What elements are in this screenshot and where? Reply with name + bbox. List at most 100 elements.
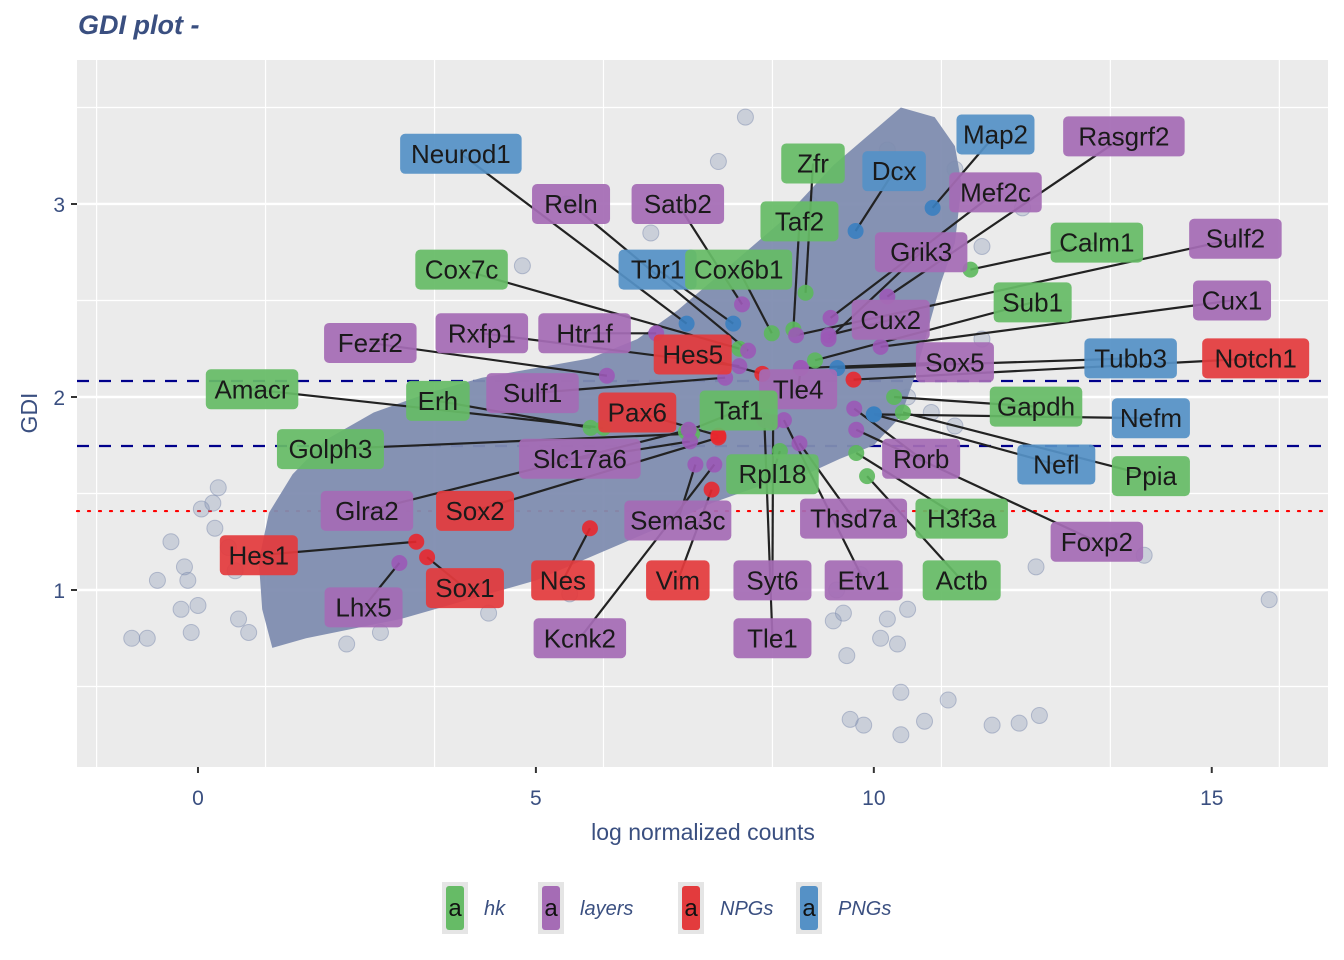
background-gene-point bbox=[162, 533, 180, 551]
gene-label-box bbox=[1050, 521, 1144, 562]
connector-ppia bbox=[902, 411, 1152, 478]
gene-label-zfr: Zfr bbox=[781, 143, 845, 184]
legend-key-swatch bbox=[542, 886, 560, 930]
gene-label-text: Sox2 bbox=[445, 496, 504, 526]
background-gene-point bbox=[736, 108, 754, 126]
legend-label: NPGs bbox=[720, 898, 773, 920]
point-reln bbox=[740, 342, 757, 359]
gene-label-text: Nefm bbox=[1120, 403, 1182, 433]
gene-label-tle1: Tle1 bbox=[733, 618, 812, 659]
background-gene-point bbox=[939, 691, 957, 709]
gene-label-box bbox=[400, 133, 522, 174]
gene-label-box bbox=[733, 618, 812, 659]
background-gene-point bbox=[172, 600, 190, 618]
background-gene-point bbox=[973, 237, 991, 255]
gene-label-pax6: Pax6 bbox=[598, 392, 677, 433]
gene-label-nefm: Nefm bbox=[1111, 398, 1190, 439]
legend-item-hk: a hk bbox=[442, 882, 506, 934]
gene-label-box bbox=[618, 249, 697, 290]
point-nes bbox=[581, 520, 598, 537]
gene-label-text: Sox1 bbox=[435, 573, 494, 603]
gene-label-hes5: Hes5 bbox=[653, 334, 732, 375]
gene-label-text: Cux2 bbox=[860, 305, 921, 335]
gene-label-box bbox=[320, 490, 414, 531]
gene-label-box bbox=[726, 454, 819, 495]
background-gene-point bbox=[138, 629, 156, 647]
legend-item-npgs: a NPGs bbox=[678, 882, 773, 934]
gene-label-text: Rpl18 bbox=[738, 459, 806, 489]
gene-label-sulf1: Sulf1 bbox=[486, 373, 579, 414]
gene-label-text: Vim bbox=[656, 565, 700, 595]
background-gene-point bbox=[872, 629, 890, 647]
gene-label-sox5: Sox5 bbox=[915, 342, 994, 383]
gene-label-text: Sox5 bbox=[925, 347, 984, 377]
point-cux2 bbox=[820, 327, 837, 344]
gene-label-tle4: Tle4 bbox=[759, 369, 838, 410]
gene-label-thsd7a: Thsd7a bbox=[800, 498, 908, 539]
gene-label-text: Slc17a6 bbox=[533, 444, 627, 474]
gene-label-box bbox=[435, 313, 529, 354]
gene-label-text: Zfr bbox=[797, 148, 829, 178]
gene-label-text: Map2 bbox=[963, 120, 1028, 150]
gene-label-box bbox=[1017, 444, 1096, 485]
gene-label-taf2: Taf2 bbox=[760, 201, 839, 242]
gene-label-h3f3a: H3f3a bbox=[915, 498, 1008, 539]
gene-label-lhx5: Lhx5 bbox=[324, 587, 403, 628]
gene-label-text: Calm1 bbox=[1059, 228, 1134, 258]
gene-label-mef2c: Mef2c bbox=[949, 172, 1042, 213]
background-gene-point bbox=[878, 610, 896, 628]
point-sulf2 bbox=[788, 327, 805, 344]
gene-label-box bbox=[915, 342, 994, 383]
gene-label-box bbox=[759, 369, 838, 410]
gene-label-box bbox=[874, 232, 968, 273]
gene-label-box bbox=[699, 390, 778, 431]
background-gene-point bbox=[892, 726, 910, 744]
point-actb bbox=[859, 468, 876, 485]
point-thsd7a bbox=[791, 435, 808, 452]
gene-label-text: Rxfp1 bbox=[448, 318, 516, 348]
point-cox6b1 bbox=[763, 325, 780, 342]
gene-label-text: Satb2 bbox=[644, 189, 712, 219]
gene-label-text: Tle4 bbox=[773, 374, 824, 404]
gene-label-ppia: Ppia bbox=[1111, 456, 1190, 497]
gene-label-box bbox=[1063, 116, 1185, 157]
gene-label-text: Hes5 bbox=[662, 340, 723, 370]
background-gene-point bbox=[838, 647, 856, 665]
background-gene-point bbox=[916, 712, 934, 730]
gene-label-box bbox=[922, 560, 1001, 601]
gene-label-text: Mef2c bbox=[960, 177, 1031, 207]
gene-label-box bbox=[1193, 280, 1272, 321]
point-sema3c bbox=[687, 456, 704, 473]
gene-label-box bbox=[1202, 338, 1310, 379]
point-h3f3a bbox=[848, 444, 865, 461]
connector-neurod1 bbox=[460, 152, 688, 325]
background-gene-point bbox=[855, 716, 873, 734]
background-gene-point bbox=[899, 600, 917, 618]
background-gene-point bbox=[824, 612, 842, 630]
axes: 0 5 10 15 1 2 3 bbox=[53, 194, 1223, 810]
gene-label-text: Cux1 bbox=[1202, 285, 1263, 315]
gene-label-text: Erh bbox=[418, 386, 458, 416]
gene-label-text: Etv1 bbox=[838, 565, 890, 595]
gene-label-box bbox=[219, 535, 298, 576]
gene-label-rasgrf2: Rasgrf2 bbox=[1063, 116, 1185, 157]
gene-label-satb2: Satb2 bbox=[631, 183, 725, 224]
background-gene-point bbox=[1260, 591, 1278, 609]
gene-label-cox6b1: Cox6b1 bbox=[685, 249, 793, 290]
gene-label-hes1: Hes1 bbox=[219, 535, 298, 576]
x-tick-label: 10 bbox=[862, 787, 885, 810]
y-tick-label: 3 bbox=[53, 194, 65, 217]
x-axis-title: log normalized counts bbox=[591, 819, 815, 845]
gene-label-box bbox=[533, 618, 627, 659]
gene-label-text: Taf1 bbox=[714, 396, 763, 426]
gene-label-sulf2: Sulf2 bbox=[1189, 218, 1282, 259]
gene-label-text: Ppia bbox=[1125, 461, 1178, 491]
point-ppia bbox=[894, 404, 911, 421]
gene-label-cux1: Cux1 bbox=[1193, 280, 1272, 321]
background-gene-point bbox=[206, 519, 224, 537]
point-slc17a6 bbox=[681, 433, 698, 450]
point-fezf2 bbox=[598, 367, 615, 384]
gene-label-box bbox=[1084, 338, 1177, 379]
point-rorb bbox=[846, 400, 863, 417]
gene-label-slc17a6: Slc17a6 bbox=[519, 438, 641, 479]
